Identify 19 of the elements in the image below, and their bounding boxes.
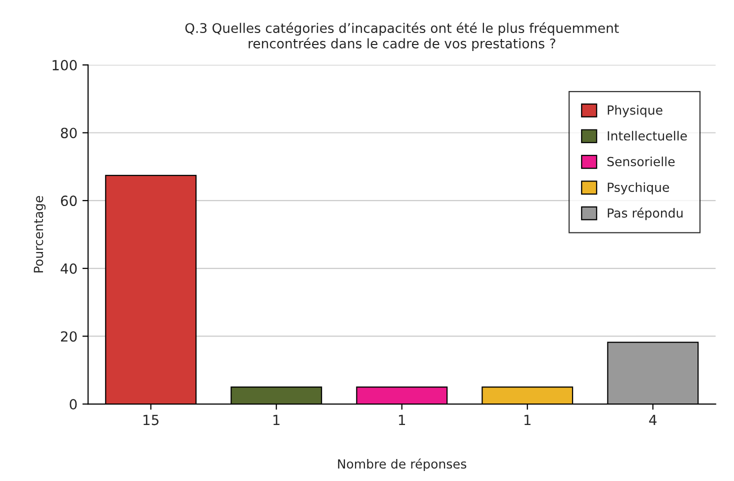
y-tick-label: 0 [70, 399, 77, 410]
x-tick-label: 1 [398, 414, 405, 426]
y-tick-label: 60 [60, 196, 77, 206]
y-tick-label: 100 [52, 60, 77, 70]
legend-label: Sensorielle [607, 156, 675, 166]
x-tick-label: 4 [649, 414, 657, 426]
y-tick-label: 40 [60, 263, 77, 274]
legend-label: Intellectuelle [608, 130, 687, 141]
y-tick-label: 20 [61, 331, 77, 342]
x-tick-label: 15 [144, 414, 158, 426]
x-tick-label: 1 [524, 414, 531, 426]
y-axis-title: Pourcentage [34, 196, 46, 272]
x-axis-title: Nombre de réponses [338, 458, 466, 472]
chart-title: Q.3 Quelles catégories d’incapacités ont été le plus fréquemment rencontrées dans le cadre de vos prestations ? [185, 22, 619, 52]
legend-label: Psychique [608, 182, 670, 194]
x-tick-label: 1 [273, 414, 280, 426]
legend-label: Physique [608, 105, 662, 118]
legend-label: Pas répondu [608, 208, 683, 220]
y-tick-label: 80 [60, 128, 77, 138]
